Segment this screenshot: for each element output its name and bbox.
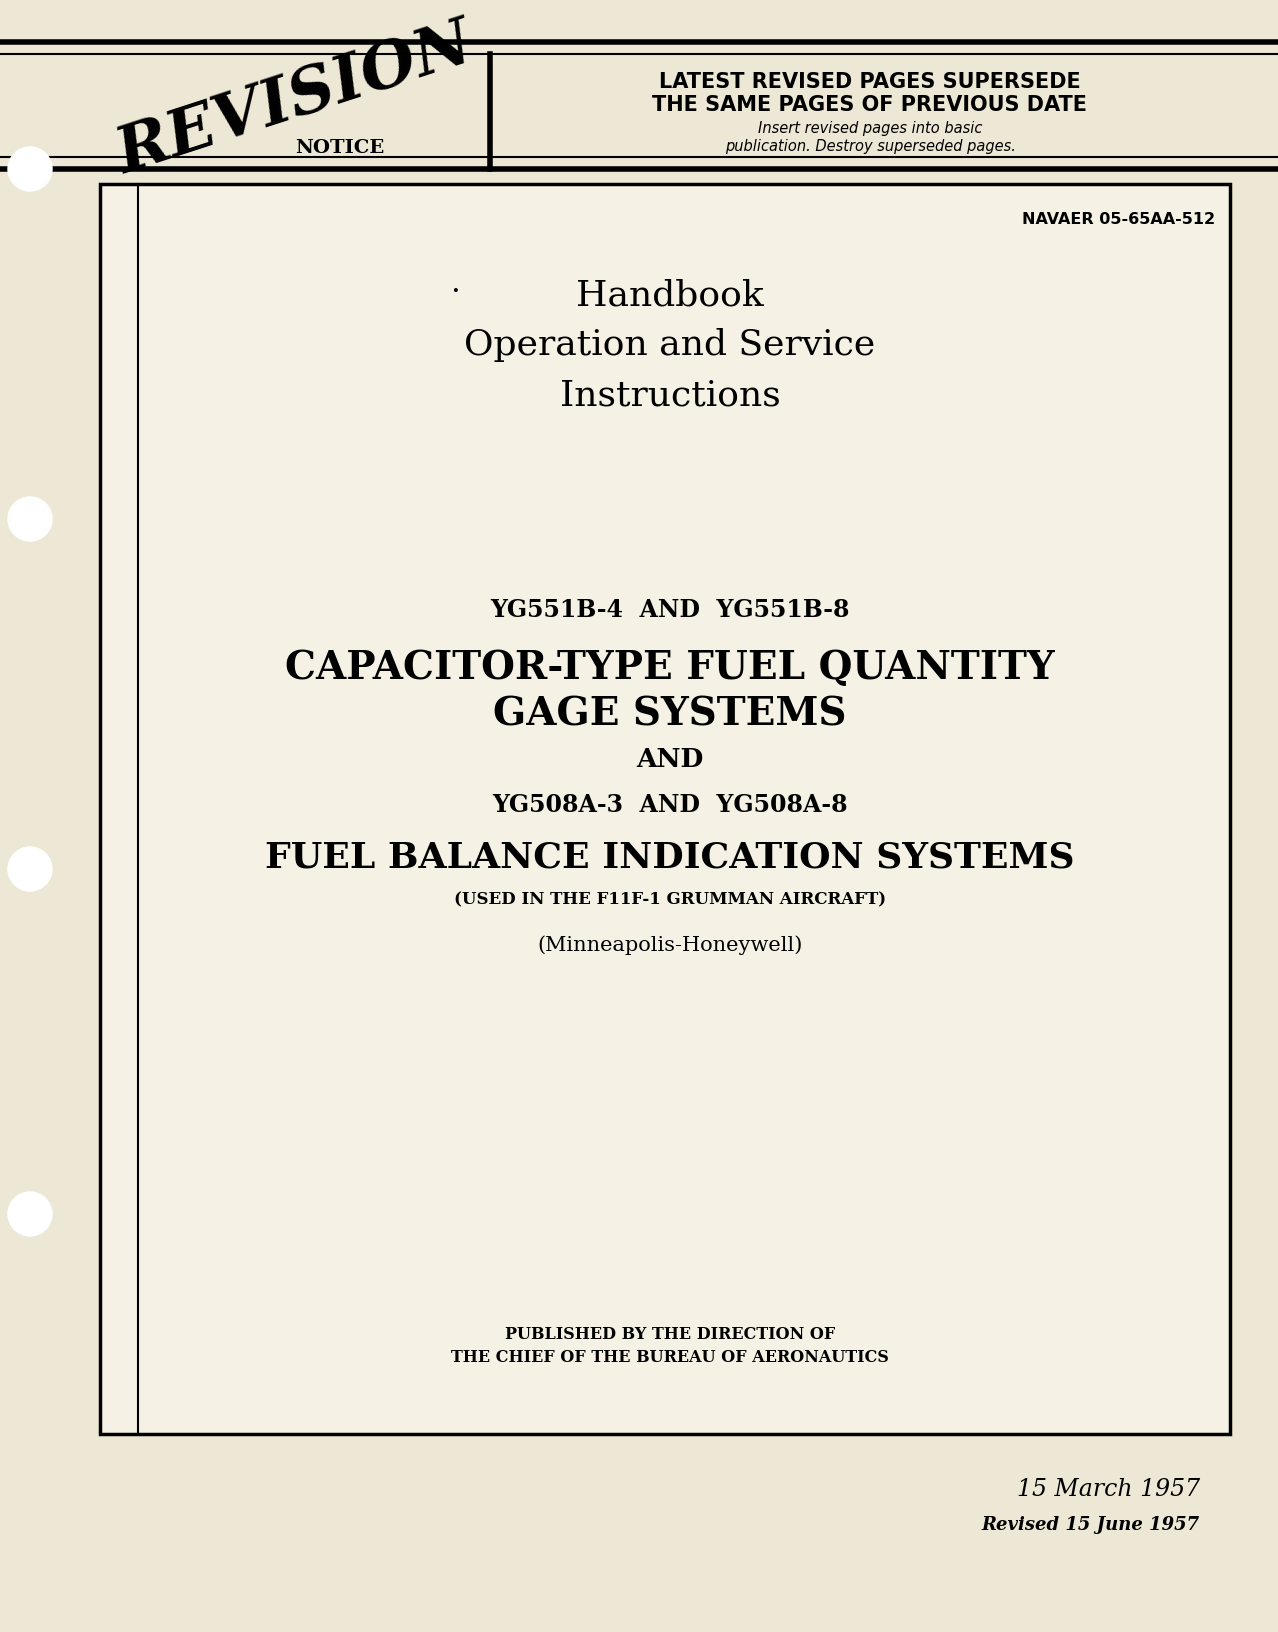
Text: NAVAER 05-65AA-512: NAVAER 05-65AA-512 (1022, 212, 1215, 227)
Text: PUBLISHED BY THE DIRECTION OF: PUBLISHED BY THE DIRECTION OF (505, 1325, 835, 1343)
Text: NOTICE: NOTICE (295, 139, 385, 157)
Text: (USED IN THE F11F-1 GRUMMAN AIRCRAFT): (USED IN THE F11F-1 GRUMMAN AIRCRAFT) (454, 891, 886, 907)
Text: LATEST REVISED PAGES SUPERSEDE: LATEST REVISED PAGES SUPERSEDE (659, 72, 1081, 91)
Text: ·: · (450, 277, 460, 308)
Text: Handbook: Handbook (576, 277, 764, 312)
Text: REVISION: REVISION (109, 13, 481, 186)
Text: THE SAME PAGES OF PREVIOUS DATE: THE SAME PAGES OF PREVIOUS DATE (653, 95, 1088, 114)
Text: Insert revised pages into basic: Insert revised pages into basic (758, 121, 983, 135)
Text: YG551B-4  AND  YG551B-8: YG551B-4 AND YG551B-8 (491, 597, 850, 622)
Bar (100, 184, 1229, 1435)
Text: YG508A-3  AND  YG508A-8: YG508A-3 AND YG508A-8 (492, 793, 847, 816)
Text: CAPACITOR-TYPE FUEL QUANTITY: CAPACITOR-TYPE FUEL QUANTITY (285, 648, 1054, 687)
Text: Instructions: Instructions (560, 377, 781, 411)
Text: Operation and Service: Operation and Service (464, 328, 875, 362)
Text: THE CHIEF OF THE BUREAU OF AERONAUTICS: THE CHIEF OF THE BUREAU OF AERONAUTICS (451, 1348, 889, 1366)
Text: GAGE SYSTEMS: GAGE SYSTEMS (493, 695, 847, 733)
Text: (Minneapolis-Honeywell): (Minneapolis-Honeywell) (537, 935, 803, 955)
Text: FUEL BALANCE INDICATION SYSTEMS: FUEL BALANCE INDICATION SYSTEMS (266, 840, 1075, 875)
Circle shape (8, 149, 52, 193)
Circle shape (8, 498, 52, 542)
Text: 15 March 1957: 15 March 1957 (1017, 1477, 1200, 1500)
Circle shape (8, 847, 52, 891)
Text: Revised 15 June 1957: Revised 15 June 1957 (982, 1514, 1200, 1532)
Text: publication. Destroy superseded pages.: publication. Destroy superseded pages. (725, 139, 1016, 153)
Bar (0, 55, 1278, 158)
Circle shape (8, 1193, 52, 1237)
Text: AND: AND (636, 747, 704, 772)
